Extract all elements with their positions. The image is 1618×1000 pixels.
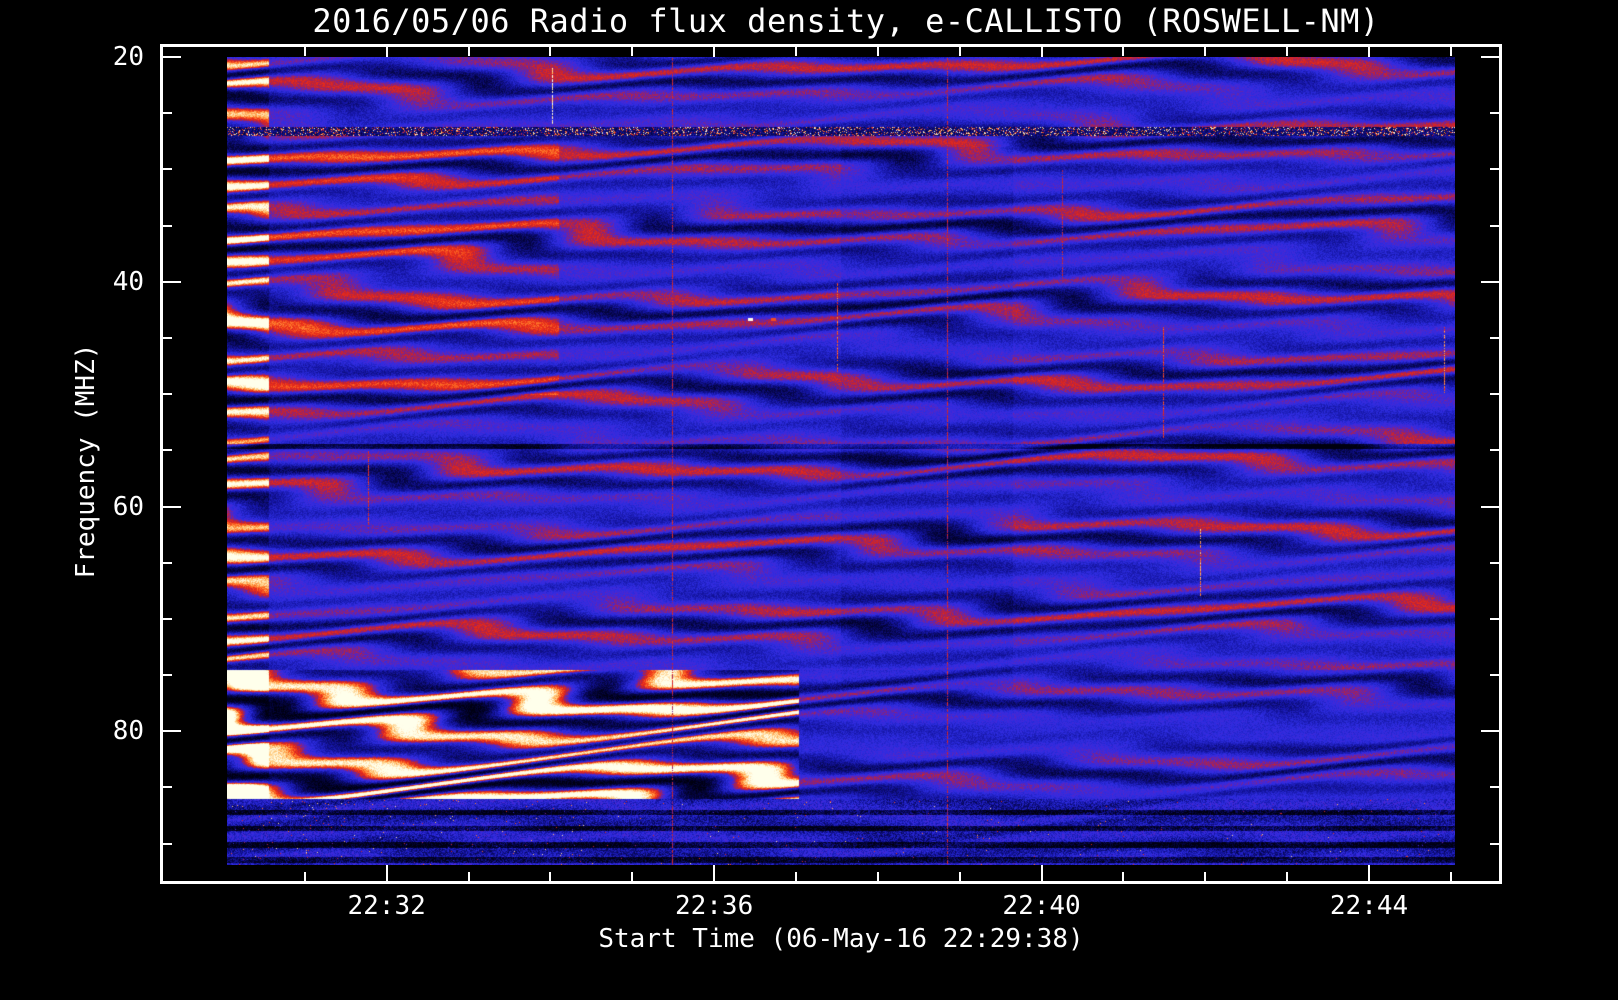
y-axis-label: Frequency (MHZ) [71,343,101,579]
x-axis-label: Start Time (06-May-16 22:29:38) [598,924,1084,954]
y-axis-tick-left [163,730,181,733]
y-axis-tick-left [163,842,172,845]
y-axis-tick-right [1490,842,1499,845]
y-axis-tick-right [1490,786,1499,789]
x-axis-tick-top [549,47,552,56]
x-tick-label: 22:36 [674,891,754,921]
y-axis-tick-right [1490,112,1499,115]
y-axis-tick-left [163,393,172,396]
y-axis-tick-right [1481,56,1499,58]
x-axis-tick-top [467,47,470,56]
x-axis-tick-bottom [1204,872,1207,881]
y-axis-tick-right [1481,280,1499,283]
x-axis-tick-top [385,47,388,65]
y-axis-tick-right [1490,561,1499,564]
y-axis-tick-left [163,505,181,508]
x-axis-tick-bottom [1040,863,1043,881]
x-axis-tick-bottom [1286,872,1289,881]
x-axis-tick-bottom [713,863,716,881]
y-tick-label: 20 [112,42,144,72]
y-axis-tick-right [1490,674,1499,677]
y-axis-tick-left [163,449,172,452]
y-axis-tick-right [1490,393,1499,396]
x-axis-tick-bottom [631,872,634,881]
x-axis-tick-top [713,47,716,65]
y-axis-tick-left [163,168,172,171]
x-axis-tick-bottom [958,872,961,881]
x-axis-tick-top [1204,47,1207,56]
y-axis-tick-right [1490,617,1499,620]
x-axis-tick-top [958,47,961,56]
x-axis-tick-bottom [385,863,388,881]
y-axis-tick-right [1490,449,1499,452]
x-tick-label: 22:40 [1002,891,1081,921]
spectrogram-canvas [227,57,1455,865]
y-tick-label: 60 [112,491,144,522]
x-axis-tick-bottom [467,872,470,881]
y-axis-tick-left [163,56,181,58]
x-axis-tick-bottom [303,872,306,881]
x-axis-tick-top [1286,47,1289,56]
y-axis-tick-right [1490,224,1499,227]
x-axis-tick-bottom [1449,872,1452,881]
x-axis-tick-top [303,47,306,56]
x-axis-tick-top [1040,47,1043,65]
x-tick-label: 22:44 [1329,891,1409,921]
y-axis-tick-left [163,786,172,789]
x-axis-tick-bottom [1368,863,1371,881]
x-axis-tick-top [631,47,634,56]
x-axis-tick-bottom [876,872,879,881]
x-axis-tick-top [1368,47,1371,65]
x-axis-tick-top [794,47,797,56]
y-axis-tick-left [163,336,172,339]
y-axis-tick-right [1481,505,1499,508]
plot-frame [160,44,1502,884]
x-axis-tick-top [1122,47,1125,56]
y-tick-label: 80 [112,716,144,747]
y-axis-tick-left [163,561,172,564]
plot-title: 2016/05/06 Radio flux density, e-CALLIST… [312,2,1380,40]
y-axis-tick-left [163,224,172,227]
y-axis-tick-left [163,280,181,283]
y-axis-tick-right [1490,336,1499,339]
y-axis-tick-right [1490,168,1499,171]
y-axis-tick-left [163,674,172,677]
x-axis-tick-bottom [1122,872,1125,881]
y-axis-tick-right [1481,730,1499,733]
x-axis-tick-bottom [549,872,552,881]
x-axis-tick-top [876,47,879,56]
y-axis-tick-left [163,112,172,115]
y-tick-label: 40 [112,266,144,297]
x-axis-tick-bottom [794,872,797,881]
y-axis-tick-left [163,617,172,620]
x-axis-tick-top [1449,47,1452,56]
x-tick-label: 22:32 [347,891,426,921]
